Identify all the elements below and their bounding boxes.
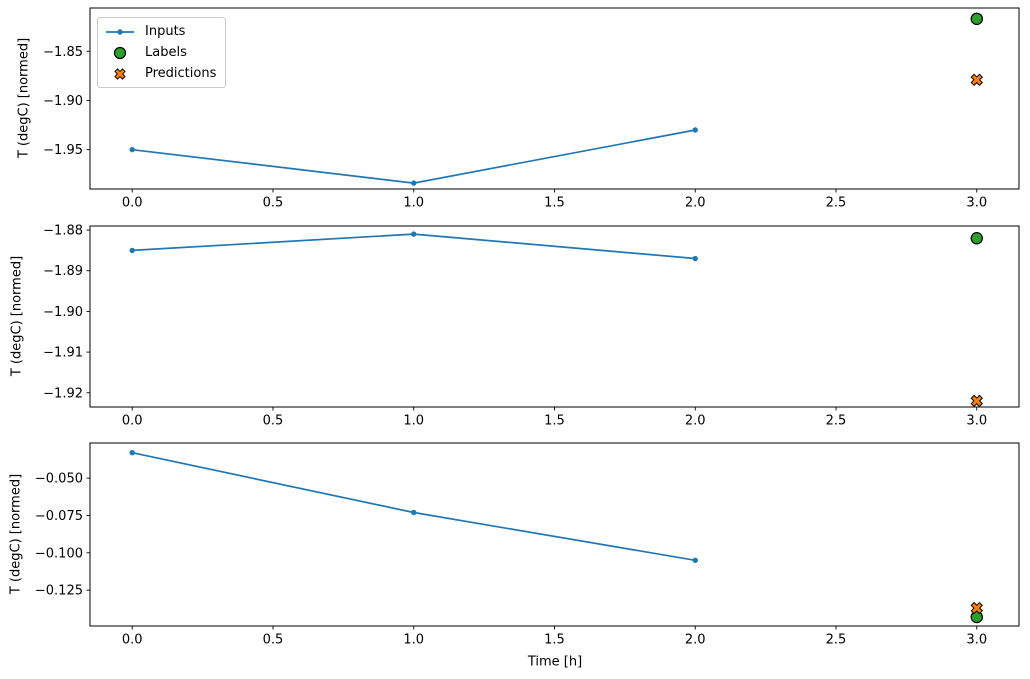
x-tick-label: 0.0 <box>122 196 143 211</box>
predictions-marker <box>970 394 983 408</box>
y-tick-label: −0.075 <box>35 509 83 524</box>
x-tick-label: 2.0 <box>685 196 706 211</box>
x-tick-label: 2.5 <box>826 414 847 429</box>
x-tick-label: 0.5 <box>263 633 284 648</box>
x-tick-label: 2.5 <box>826 196 847 211</box>
legend-label-predictions: Predictions <box>145 66 217 81</box>
legend-item-predictions: Predictions <box>98 63 225 84</box>
inputs-point <box>411 180 417 186</box>
x-tick-label: 1.5 <box>544 633 565 648</box>
inputs-point <box>129 450 135 456</box>
x-tick-label: 2.0 <box>685 414 706 429</box>
legend-label-inputs: Inputs <box>145 24 186 39</box>
y-tick-label: −1.89 <box>43 264 83 279</box>
x-tick-label: 3.0 <box>966 414 987 429</box>
x-tick-label: 3.0 <box>966 633 987 648</box>
subplot-2: 0.0 0.5 1.0 1.5 2.0 2.5 3.0 −1.88 −1.89 −1.90 −1.9… <box>43 224 1020 429</box>
y-tick-label: −0.050 <box>35 472 83 487</box>
y-tick-label: −1.88 <box>43 224 83 239</box>
legend-label-labels: Labels <box>145 45 187 60</box>
x-icon <box>114 67 126 80</box>
axes-frame <box>89 225 1020 408</box>
y-axis-label-bottom: T (degC) [normed] <box>8 473 24 595</box>
legend-item-labels: Labels <box>98 42 225 63</box>
inputs-point <box>129 146 135 153</box>
axes-frame <box>89 442 1020 627</box>
x-tick-label: 2.5 <box>826 633 847 648</box>
y-axis-label-top: T (degC) [normed] <box>16 37 32 159</box>
x-tick-label: 1.5 <box>544 196 565 211</box>
x-axis-label: Time [h] <box>527 654 583 670</box>
y-axis-label-middle: T (degC) [normed] <box>9 255 25 377</box>
x-tick-label: 0.0 <box>122 633 143 648</box>
y-tick-label: −0.100 <box>35 546 83 561</box>
y-tick-label: −0.125 <box>35 584 83 599</box>
legend: Inputs Labels Predictions <box>97 17 226 88</box>
y-tick-label: −1.85 <box>43 45 83 60</box>
legend-item-inputs: Inputs <box>98 21 225 42</box>
labels-marker <box>970 610 983 624</box>
x-tick-label: 3.0 <box>966 196 987 211</box>
inputs-point <box>692 255 698 262</box>
inputs-point <box>411 231 417 237</box>
x-tick-label: 2.0 <box>685 633 706 648</box>
inputs-point <box>411 509 417 516</box>
predictions-marker <box>970 73 983 87</box>
x-tick-label: 0.0 <box>122 414 143 429</box>
y-tick-label: −1.90 <box>43 305 83 320</box>
line-dot-icon <box>106 28 134 35</box>
circle-icon <box>113 46 127 59</box>
subplot-1: 0.0 0.5 1.0 1.5 2.0 2.5 3.0 −1.85 −1.90 −1.95 <box>43 7 1020 211</box>
labels-marker <box>970 232 983 245</box>
y-tick-label: −1.90 <box>43 94 83 109</box>
axes-frame <box>89 7 1020 190</box>
x-tick-label: 1.5 <box>544 414 565 429</box>
predictions-marker <box>970 601 983 615</box>
x-tick-label: 1.0 <box>403 196 424 211</box>
x-tick-label: 1.0 <box>403 633 424 648</box>
x-tick-label: 0.5 <box>263 196 284 211</box>
labels-marker <box>970 12 983 26</box>
inputs-point <box>692 557 698 563</box>
inputs-point <box>692 127 698 133</box>
y-tick-label: −1.92 <box>43 386 83 401</box>
y-tick-label: −1.91 <box>43 346 83 361</box>
subplot-3: 0.0 0.5 1.0 1.5 2.0 2.5 3.0 −0.050 −0.075 −0.100 −… <box>35 442 1020 648</box>
inputs-point <box>129 247 135 254</box>
y-tick-label: −1.95 <box>43 143 83 158</box>
x-tick-label: 1.0 <box>403 414 424 429</box>
x-tick-label: 0.5 <box>263 414 284 429</box>
